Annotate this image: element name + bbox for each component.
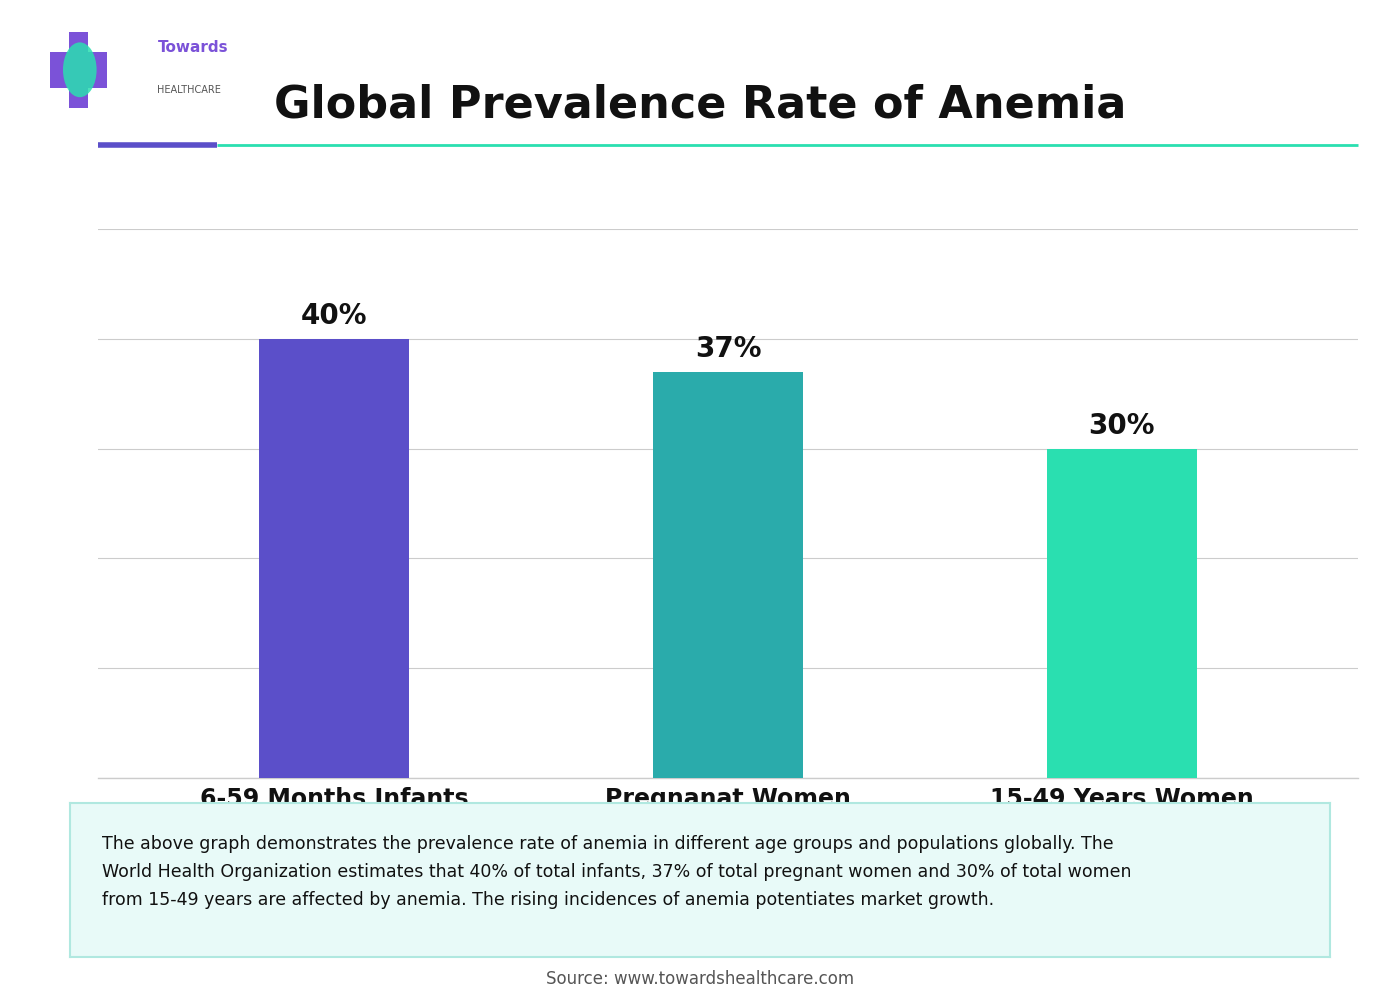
Text: Towards: Towards [157, 40, 228, 56]
Text: 37%: 37% [694, 335, 762, 363]
Bar [259, 339, 409, 778]
Text: HEALTHCARE: HEALTHCARE [157, 85, 221, 95]
Text: 30%: 30% [1089, 412, 1155, 440]
Bar [50, 52, 106, 88]
Text: Source: www.towardshealthcare.com: Source: www.towardshealthcare.com [546, 970, 854, 988]
Bar [69, 32, 88, 108]
Text: The above graph demonstrates the prevalence rate of anemia in different age grou: The above graph demonstrates the prevale… [101, 835, 1131, 909]
Text: 40%: 40% [301, 302, 367, 330]
Bar [1047, 449, 1197, 778]
Text: Global Prevalence Rate of Anemia: Global Prevalence Rate of Anemia [274, 83, 1126, 127]
Ellipse shape [63, 43, 97, 98]
Bar [654, 372, 802, 778]
